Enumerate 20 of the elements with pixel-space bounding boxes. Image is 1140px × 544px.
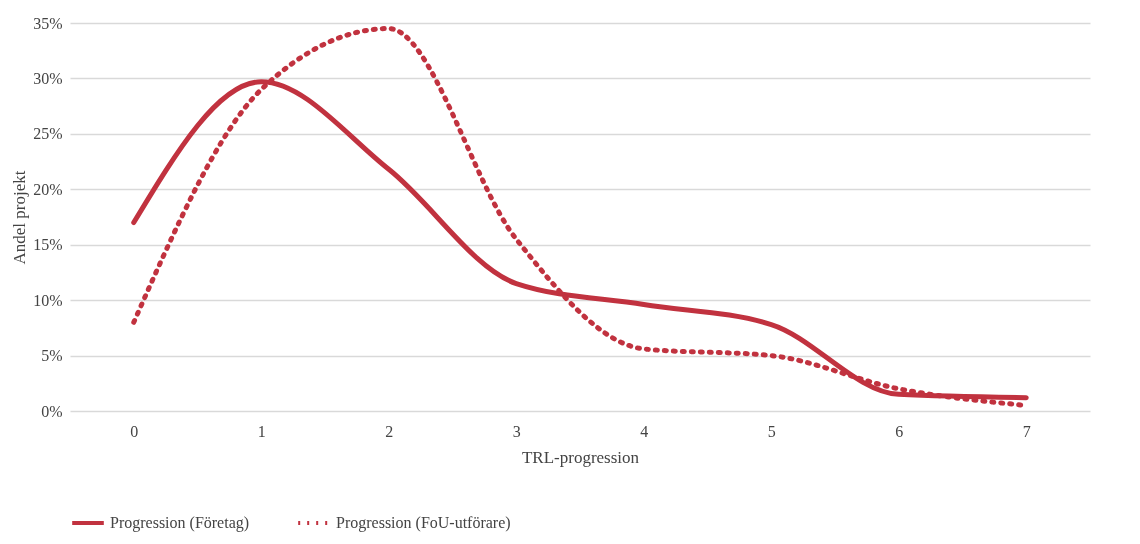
legend-label: Progression (Företag) — [110, 514, 250, 532]
y-tick-label: 30% — [33, 69, 63, 87]
x-tick-label: 6 — [895, 422, 904, 440]
x-tick-label: 1 — [257, 422, 266, 440]
x-tick-label: 4 — [640, 422, 649, 440]
x-tick-label: 5 — [767, 422, 776, 440]
y-tick-label: 25% — [33, 125, 63, 143]
x-tick-label: 3 — [512, 422, 521, 440]
y-tick-label: 20% — [33, 180, 63, 198]
y-tick-label: 15% — [33, 236, 63, 254]
y-tick-label: 10% — [33, 291, 63, 309]
x-tick-label: 0 — [130, 422, 139, 440]
y-tick-label: 35% — [33, 14, 63, 32]
y-tick-label: 5% — [41, 347, 63, 365]
x-tick-label: 7 — [1022, 422, 1031, 440]
x-tick-label: 2 — [385, 422, 394, 440]
y-tick-label: 0% — [41, 402, 63, 420]
x-axis-title: TRL-progression — [521, 447, 640, 467]
y-axis-title: Andel projekt — [10, 170, 30, 265]
legend-label: Progression (FoU-utförare) — [336, 514, 511, 532]
